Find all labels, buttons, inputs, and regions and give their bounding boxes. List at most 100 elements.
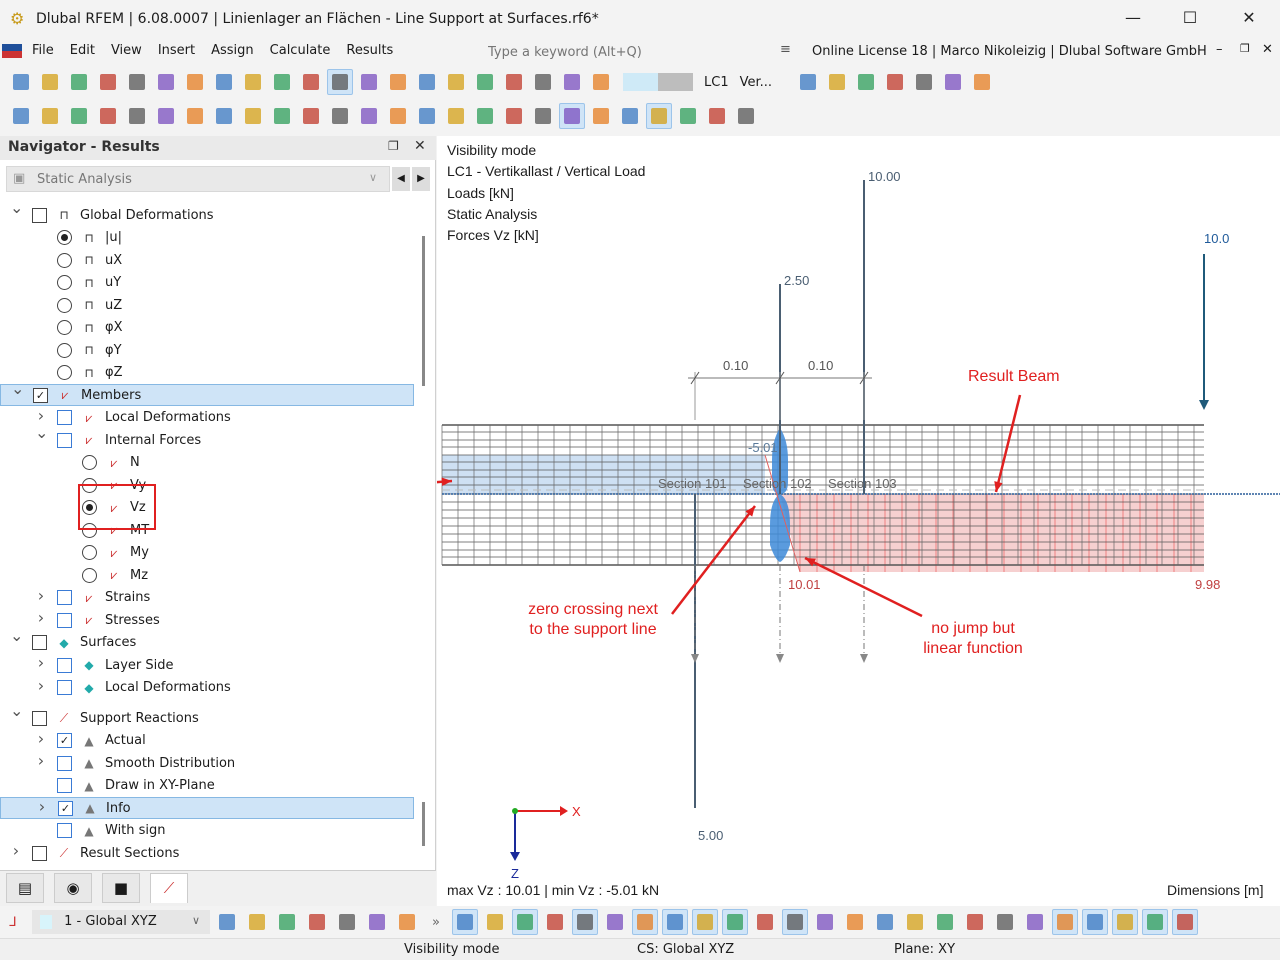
member-view-icon[interactable] bbox=[244, 909, 270, 935]
tree-item-global-deformations[interactable]: ⌄ ⊓ Global Deformations bbox=[0, 198, 414, 226]
render-icon[interactable] bbox=[501, 69, 527, 95]
table-view-icon[interactable] bbox=[733, 103, 759, 129]
tree-item-my[interactable]: ⩗ My bbox=[0, 542, 414, 564]
box-x-icon[interactable] bbox=[752, 909, 778, 935]
tree-item-|u|[interactable]: ⊓ |u| bbox=[0, 227, 414, 249]
ortho-icon[interactable] bbox=[602, 909, 628, 935]
snap-line-icon[interactable] bbox=[511, 909, 538, 935]
print-icon[interactable] bbox=[182, 69, 208, 95]
tree-item-internal-forces[interactable]: ⌄ ⩗ Internal Forces bbox=[0, 423, 414, 451]
tree-item-with-sign[interactable]: ▲ With sign bbox=[0, 820, 414, 842]
menu-results[interactable]: Results bbox=[346, 43, 394, 58]
radio-button[interactable] bbox=[57, 275, 72, 290]
undo-icon[interactable] bbox=[269, 69, 295, 95]
checkbox[interactable] bbox=[32, 845, 47, 861]
nav-tab-data-icon[interactable]: ▤ bbox=[6, 873, 44, 903]
checkbox[interactable]: ✓ bbox=[33, 387, 48, 403]
radio-button[interactable] bbox=[57, 320, 72, 335]
next-analysis-button[interactable]: ▶ bbox=[412, 167, 430, 191]
view-front-icon[interactable] bbox=[327, 69, 353, 95]
script-icon[interactable] bbox=[414, 69, 440, 95]
close-result-icon[interactable] bbox=[969, 69, 995, 95]
checkbox[interactable] bbox=[57, 823, 72, 838]
status-cs[interactable]: CS: Global XYZ bbox=[637, 942, 735, 957]
chevron-down-icon[interactable]: ⌄ bbox=[35, 423, 49, 442]
xxx-icon[interactable] bbox=[911, 69, 937, 95]
chevron-right-icon[interactable]: › bbox=[38, 797, 46, 816]
filter-icon[interactable] bbox=[443, 103, 469, 129]
dots-icon[interactable] bbox=[1022, 909, 1048, 935]
search-input[interactable] bbox=[484, 42, 774, 62]
tree-item-mz[interactable]: ⩗ Mz bbox=[0, 564, 414, 586]
status-plane[interactable]: Plane: XY bbox=[894, 942, 956, 957]
tree-item-smooth-distribution[interactable]: › ▲ Smooth Distribution bbox=[0, 751, 414, 774]
solid-icon[interactable] bbox=[240, 103, 266, 129]
tree-item-n[interactable]: ⩗ N bbox=[0, 452, 414, 474]
panel-close-button[interactable]: ✕ bbox=[1262, 42, 1273, 57]
model-icon[interactable] bbox=[124, 69, 150, 95]
open-icon[interactable] bbox=[37, 69, 63, 95]
checkbox[interactable] bbox=[57, 432, 72, 448]
bottom-overflow[interactable]: » bbox=[432, 914, 440, 930]
corner-icon[interactable] bbox=[781, 909, 808, 935]
chevron-right-icon[interactable]: › bbox=[37, 728, 45, 748]
delete-result-icon[interactable] bbox=[853, 69, 879, 95]
chevron-down-icon[interactable]: ⌄ bbox=[10, 625, 24, 645]
plane-icon[interactable] bbox=[1111, 909, 1138, 935]
chevron-right-icon[interactable]: › bbox=[37, 675, 45, 695]
grid-icon[interactable] bbox=[414, 103, 440, 129]
radio-button[interactable] bbox=[57, 230, 72, 245]
coordinate-system-select[interactable]: 1 - Global XYZ ∨ bbox=[32, 910, 210, 934]
intersect-icon[interactable] bbox=[992, 909, 1018, 935]
snap-node-icon[interactable] bbox=[482, 909, 508, 935]
tree-item-ux[interactable]: ⊓ uX bbox=[0, 249, 414, 271]
redo-icon[interactable] bbox=[298, 69, 324, 95]
hinge-icon[interactable] bbox=[153, 103, 179, 129]
snap-midpoint-icon[interactable] bbox=[631, 909, 658, 935]
tree-item-members[interactable]: ⌄ ✓ ⩗ Members bbox=[0, 379, 414, 406]
tree-item-strains[interactable]: › ⩗ Strains bbox=[0, 586, 414, 609]
menu-file[interactable]: File bbox=[32, 43, 54, 58]
load-toggle-icon[interactable] bbox=[1171, 909, 1198, 935]
load-icon[interactable] bbox=[530, 69, 556, 95]
chevron-right-icon[interactable]: › bbox=[37, 653, 45, 672]
load-view-icon[interactable] bbox=[274, 909, 300, 935]
report-icon[interactable] bbox=[211, 69, 237, 95]
magnet-icon[interactable] bbox=[661, 909, 688, 935]
tree-item-uz[interactable]: ⊓ uZ bbox=[0, 294, 414, 316]
radio-button[interactable] bbox=[82, 545, 97, 560]
menu-insert[interactable]: Insert bbox=[157, 43, 196, 58]
model-view-icon[interactable] bbox=[214, 909, 240, 935]
checkbox[interactable] bbox=[32, 207, 47, 223]
tree-item-local-deformations[interactable]: › ⩗ Local Deformations bbox=[0, 405, 414, 429]
tree-item-surfaces[interactable]: ⌄ ◆ Surfaces bbox=[0, 626, 414, 654]
chevron-right-icon[interactable]: › bbox=[37, 405, 45, 425]
nav-tab-eye-icon[interactable]: ◉ bbox=[54, 873, 92, 903]
maximize-button[interactable]: ☐ bbox=[1182, 8, 1198, 27]
tree-scrollbar-lower[interactable] bbox=[422, 802, 425, 846]
section-icon[interactable] bbox=[269, 103, 295, 129]
line-snap-icon[interactable] bbox=[812, 909, 838, 935]
box-icon[interactable] bbox=[617, 103, 643, 129]
tree-item-uy[interactable]: ⊓ uY bbox=[0, 272, 414, 294]
lc-select[interactable]: Ver... bbox=[739, 74, 773, 90]
list-icon[interactable]: ≡ bbox=[780, 42, 791, 57]
radio-button[interactable] bbox=[82, 500, 97, 515]
perp-icon[interactable] bbox=[962, 909, 988, 935]
reaction-icon[interactable] bbox=[646, 103, 672, 129]
calc-icon[interactable] bbox=[443, 69, 469, 95]
radio-button[interactable] bbox=[82, 455, 97, 470]
new-icon[interactable] bbox=[8, 69, 34, 95]
radio-button[interactable] bbox=[57, 342, 72, 358]
support-icon[interactable] bbox=[124, 103, 150, 129]
results-icon[interactable] bbox=[882, 69, 908, 95]
table-icon[interactable] bbox=[356, 69, 382, 95]
dlubal-icon[interactable] bbox=[66, 69, 92, 95]
member-icon[interactable] bbox=[66, 103, 92, 129]
guide-icon[interactable] bbox=[472, 103, 498, 129]
save-icon[interactable] bbox=[153, 69, 179, 95]
chevron-down-icon[interactable]: ⌄ bbox=[10, 701, 24, 720]
tree-item-info[interactable]: › ✓ ▲ Info bbox=[0, 797, 414, 819]
checkbox[interactable]: ✓ bbox=[58, 800, 73, 816]
checkbox[interactable] bbox=[57, 612, 72, 628]
